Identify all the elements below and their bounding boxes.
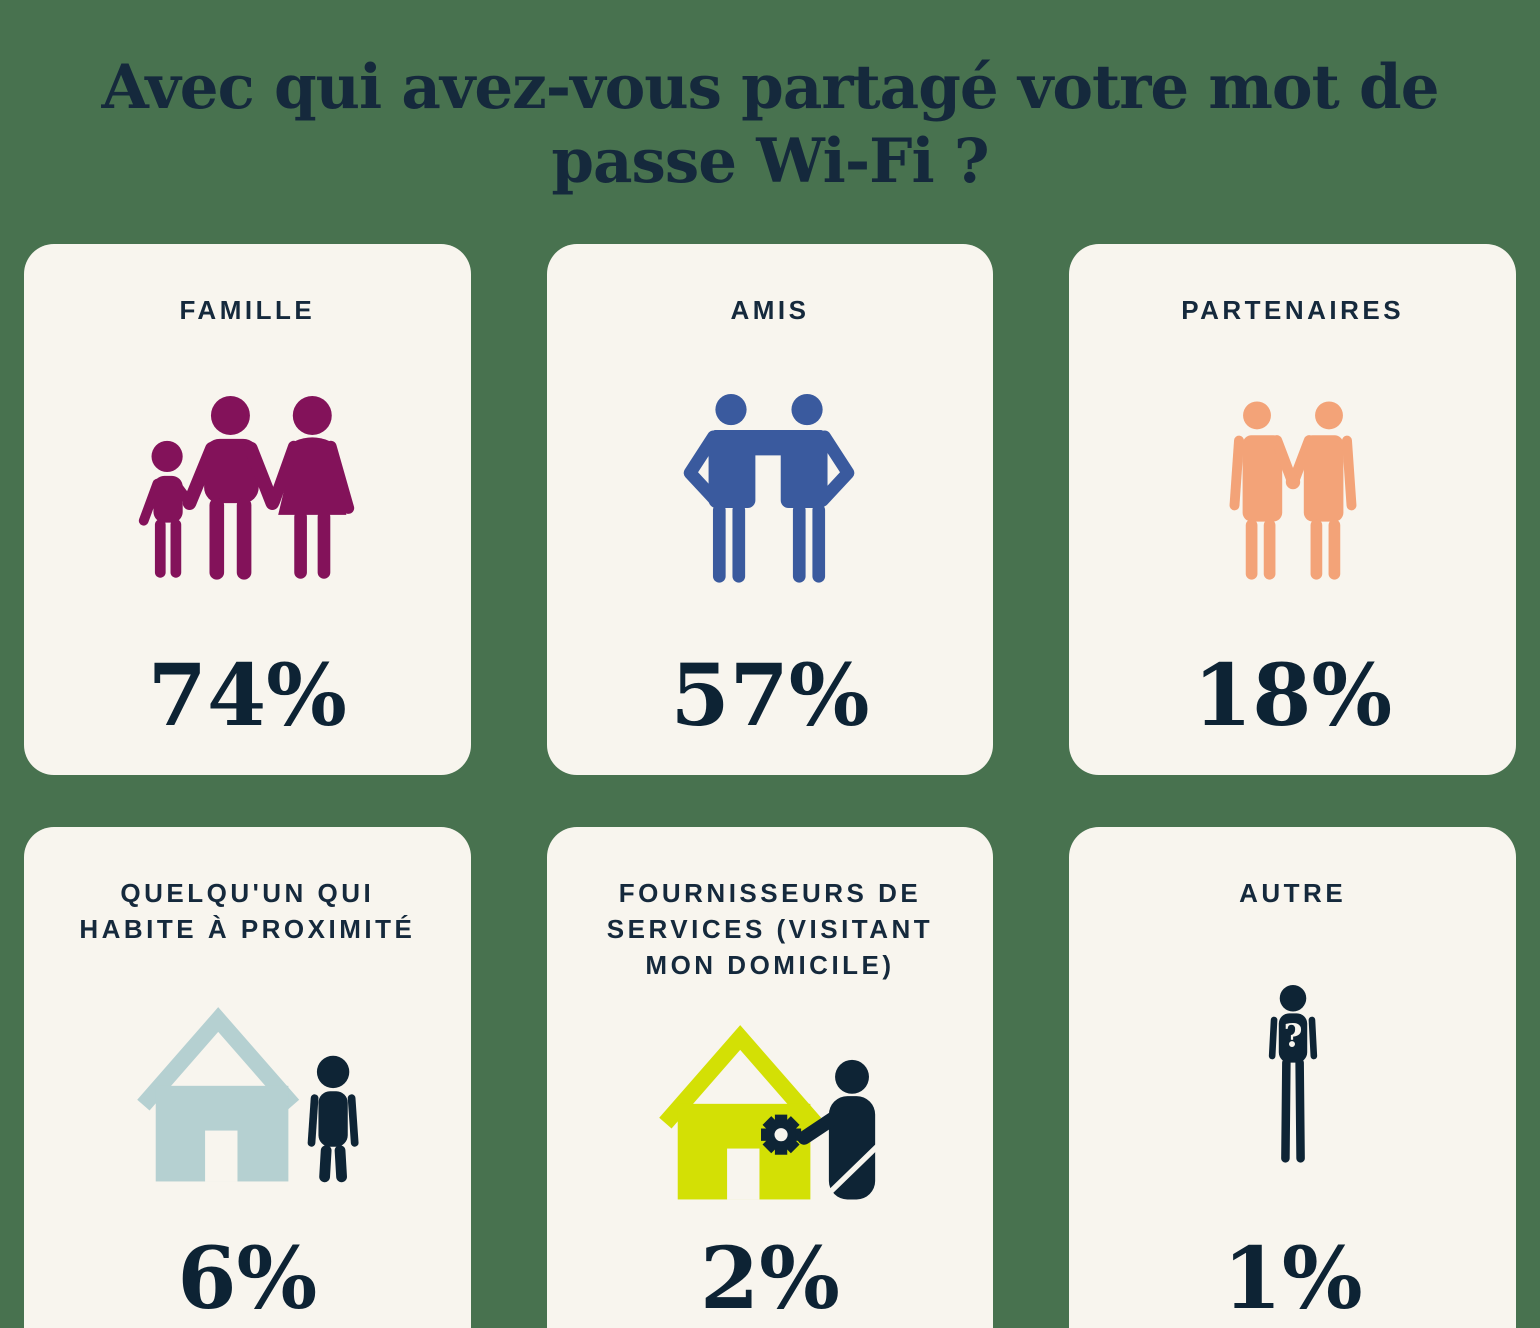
stat-card-grid: FAMILLE xyxy=(24,243,1516,1328)
icon-wrap xyxy=(60,947,435,1236)
card-label: FAMILLE xyxy=(179,294,316,325)
card-famille: FAMILLE xyxy=(24,243,471,775)
question-person-icon: ? xyxy=(1268,984,1317,1163)
friends-icon xyxy=(683,394,855,583)
page-title-line2: passe Wi-Fi ? xyxy=(551,126,989,198)
card-fournisseurs: FOURNISSEURS DE SERVICES (VISITANT MON D… xyxy=(546,826,994,1328)
family-icon xyxy=(139,395,355,580)
stat-value: 57% xyxy=(670,645,870,746)
card-label: AMIS xyxy=(730,294,810,325)
stat-value: 6% xyxy=(177,1228,318,1328)
icon-wrap xyxy=(1105,328,1480,654)
stat-value: 18% xyxy=(1193,645,1393,746)
page-title-line1: Avec qui avez-vous partagé votre mot de xyxy=(101,51,1439,123)
card-autre: AUTRE ? 1% xyxy=(1069,826,1516,1328)
stat-value: 74% xyxy=(147,645,347,746)
card-amis: AMIS xyxy=(546,243,994,775)
neighbor-house-icon xyxy=(137,1007,359,1183)
page-title: Avec qui avez-vous partagé votre mot de … xyxy=(0,41,1540,200)
question-mark-glyph: ? xyxy=(1283,1016,1302,1054)
icon-wrap: ? xyxy=(1105,911,1480,1237)
stat-value: 2% xyxy=(700,1228,840,1328)
partners-holding-hands-icon xyxy=(1229,401,1357,580)
icon-wrap xyxy=(60,328,435,654)
card-partenaires: PARTENAIRES xyxy=(1069,243,1516,775)
service-provider-house-gear-icon xyxy=(659,1025,881,1200)
icon-wrap xyxy=(583,984,958,1237)
card-label: AUTRE xyxy=(1239,877,1347,908)
card-proximite: QUELQU'UN QUI HABITE À PROXIMITÉ xyxy=(24,826,471,1328)
card-label: QUELQU'UN QUI HABITE À PROXIMITÉ xyxy=(79,877,416,945)
icon-wrap xyxy=(583,328,958,654)
stat-value: 1% xyxy=(1222,1228,1363,1328)
card-label: FOURNISSEURS DE SERVICES (VISITANT MON D… xyxy=(606,877,934,981)
card-label: PARTENAIRES xyxy=(1181,294,1405,325)
